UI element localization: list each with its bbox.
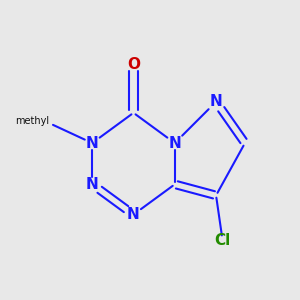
Text: methyl: methyl (15, 116, 49, 126)
Text: N: N (127, 207, 140, 222)
Text: N: N (86, 177, 99, 192)
Text: O: O (127, 58, 140, 73)
Text: N: N (86, 136, 99, 151)
Text: N: N (210, 94, 222, 109)
Text: N: N (168, 136, 181, 151)
Text: Cl: Cl (214, 233, 231, 248)
